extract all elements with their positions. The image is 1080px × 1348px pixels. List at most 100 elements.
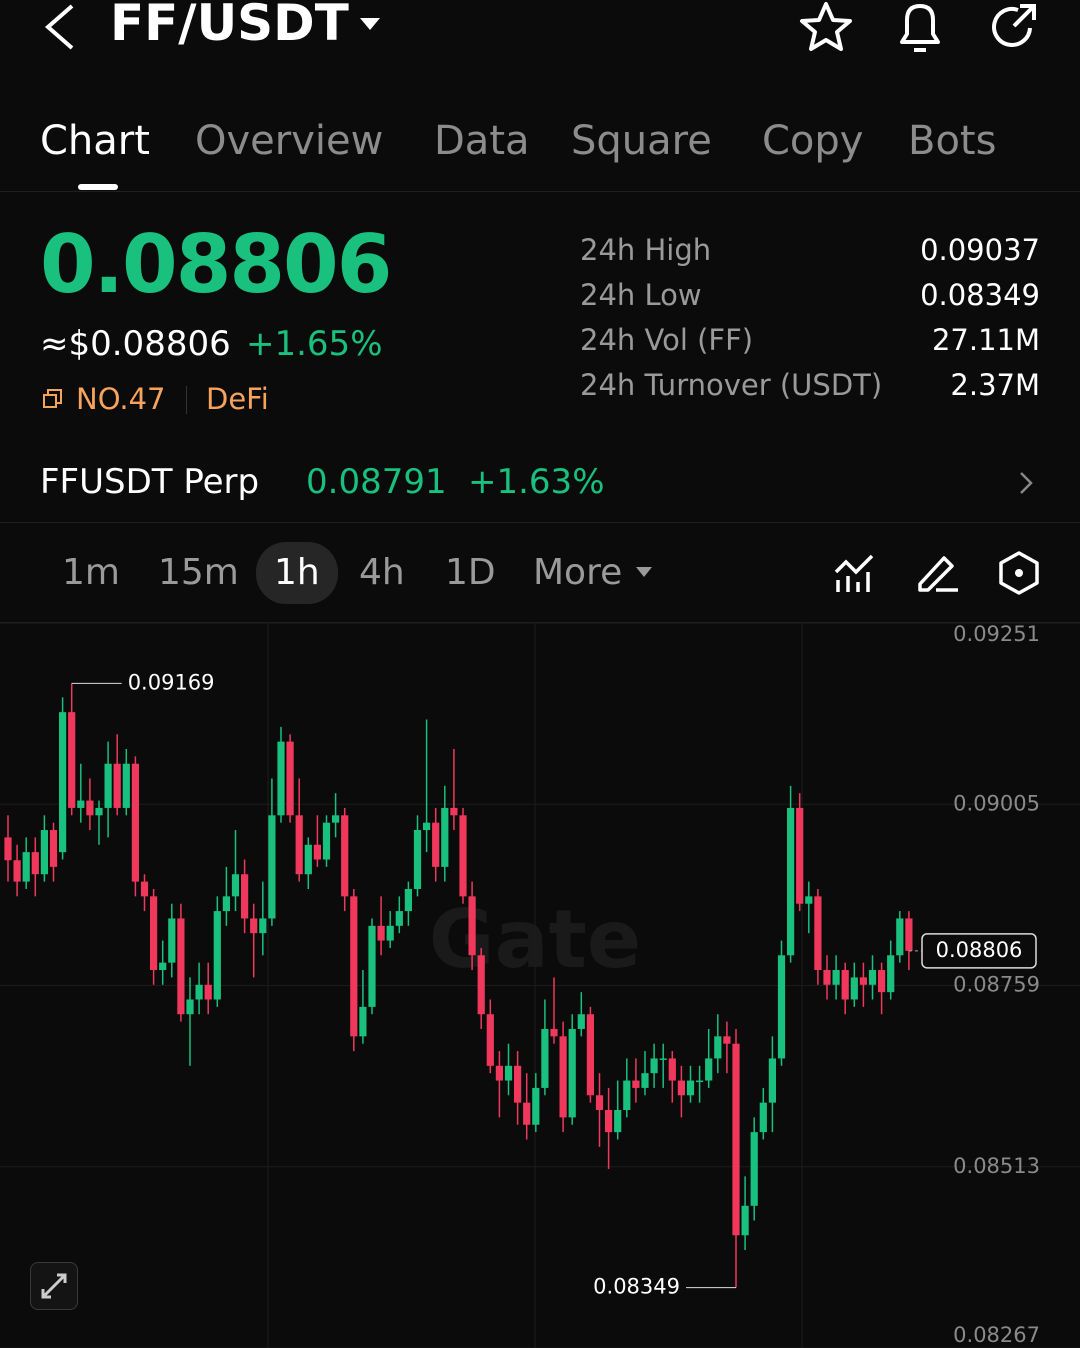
y-tick-label: 0.08513: [953, 1154, 1040, 1178]
candle-body: [350, 896, 358, 1037]
candle-body: [605, 1110, 613, 1133]
candle-body: [495, 1065, 503, 1081]
candle-body: [4, 837, 12, 861]
tab[interactable]: Data: [434, 118, 530, 164]
candle-body: [22, 852, 30, 882]
candle-body: [905, 918, 913, 951]
candle-body: [859, 977, 867, 985]
fullscreen-button[interactable]: [30, 1262, 78, 1310]
y-tick-label: 0.09251: [953, 623, 1040, 646]
candle-body: [286, 741, 294, 816]
candle-body: [304, 844, 312, 875]
candle-body: [723, 1036, 731, 1044]
stat-label: 24h Turnover (USDT): [580, 368, 883, 402]
candle-body: [796, 807, 804, 904]
tab[interactable]: Chart: [40, 118, 150, 164]
candle-body: [459, 815, 467, 897]
candle-body: [241, 874, 249, 919]
back-button[interactable]: [40, 2, 80, 52]
candle-body: [514, 1065, 522, 1103]
candle-body: [696, 1080, 704, 1083]
candle-body: [768, 1058, 776, 1103]
candle-body: [586, 1014, 594, 1096]
indicator-icon[interactable]: [832, 552, 876, 594]
tab[interactable]: Bots: [908, 118, 997, 164]
stat-value: 0.08349: [920, 278, 1040, 312]
candle-body: [677, 1080, 685, 1096]
tab[interactable]: Overview: [195, 118, 384, 164]
rank[interactable]: NO.47: [76, 382, 166, 416]
candle-body: [887, 955, 895, 993]
candle-body: [777, 955, 786, 1059]
last-price: 0.08806: [40, 218, 392, 311]
settings-icon[interactable]: [996, 550, 1042, 596]
alert-icon[interactable]: [890, 0, 950, 56]
price-change: +1.65%: [246, 324, 383, 364]
usd-price: ≈$0.08806: [40, 324, 231, 364]
candle-body: [177, 918, 185, 1015]
perp-price: 0.08791: [306, 462, 447, 502]
interval[interactable]: 1D: [445, 552, 496, 593]
tab[interactable]: Copy: [762, 118, 864, 164]
candle-body: [168, 918, 176, 963]
stat-value: 2.37M: [950, 368, 1040, 402]
interval[interactable]: 1m: [62, 552, 120, 593]
min-label: 0.08349: [593, 1275, 680, 1299]
divider: [0, 191, 1080, 192]
pair-dropdown[interactable]: [356, 14, 384, 34]
perp-chevron[interactable]: [1016, 470, 1036, 496]
candle-body: [377, 925, 385, 941]
candle-body: [805, 896, 813, 904]
stat-value: 0.09037: [920, 233, 1040, 267]
candle-body: [49, 830, 58, 867]
candle-body: [213, 911, 221, 1000]
pair-title[interactable]: FF/USDT: [110, 0, 349, 52]
candle-body: [250, 918, 258, 934]
candle-body: [832, 970, 840, 985]
last-price-label: 0.08806: [936, 938, 1023, 962]
candle-body: [532, 1087, 540, 1125]
perp-name[interactable]: FFUSDT Perp: [40, 462, 260, 502]
candle-body: [150, 896, 158, 971]
candle-body: [231, 874, 240, 897]
favorite-icon[interactable]: [796, 0, 856, 56]
share-icon[interactable]: [984, 0, 1044, 56]
candle-body: [650, 1058, 658, 1074]
candle-body: [668, 1058, 676, 1081]
candle-body: [850, 977, 858, 1000]
candle-body: [386, 925, 394, 941]
candle-body: [577, 1014, 585, 1029]
last-price-box: [921, 933, 1037, 969]
candle-body: [468, 896, 476, 956]
tab[interactable]: Square: [571, 118, 712, 164]
candle-body: [332, 815, 340, 823]
interval[interactable]: 15m: [158, 552, 239, 593]
more-dropdown[interactable]: [634, 564, 654, 580]
candle-body: [68, 712, 76, 808]
candle-body: [432, 822, 440, 867]
divider: [0, 522, 1080, 523]
candle-body: [413, 830, 422, 889]
candle-body: [77, 800, 85, 808]
candle-body: [31, 852, 39, 875]
candle-body: [878, 970, 886, 993]
candle-body: [504, 1065, 513, 1081]
candle-body: [868, 970, 877, 985]
candle-body: [523, 1102, 531, 1125]
sector[interactable]: DeFi: [206, 382, 269, 416]
candle-body: [341, 815, 349, 897]
interval[interactable]: 4h: [359, 552, 405, 593]
draw-icon[interactable]: [914, 550, 960, 594]
candlestick-chart: Gate 0.082670.085130.087590.090050.09251…: [0, 623, 1080, 1348]
candle-body: [814, 896, 822, 971]
candle-body: [659, 1058, 667, 1060]
y-tick-label: 0.08267: [953, 1323, 1040, 1347]
more-intervals[interactable]: More: [533, 552, 623, 593]
candle-body: [750, 1132, 758, 1206]
separator: [186, 386, 187, 414]
stat-label: 24h High: [580, 233, 712, 267]
candle-body: [423, 822, 431, 831]
candle-body: [568, 1028, 576, 1118]
interval-active[interactable]: 1h: [256, 542, 338, 604]
